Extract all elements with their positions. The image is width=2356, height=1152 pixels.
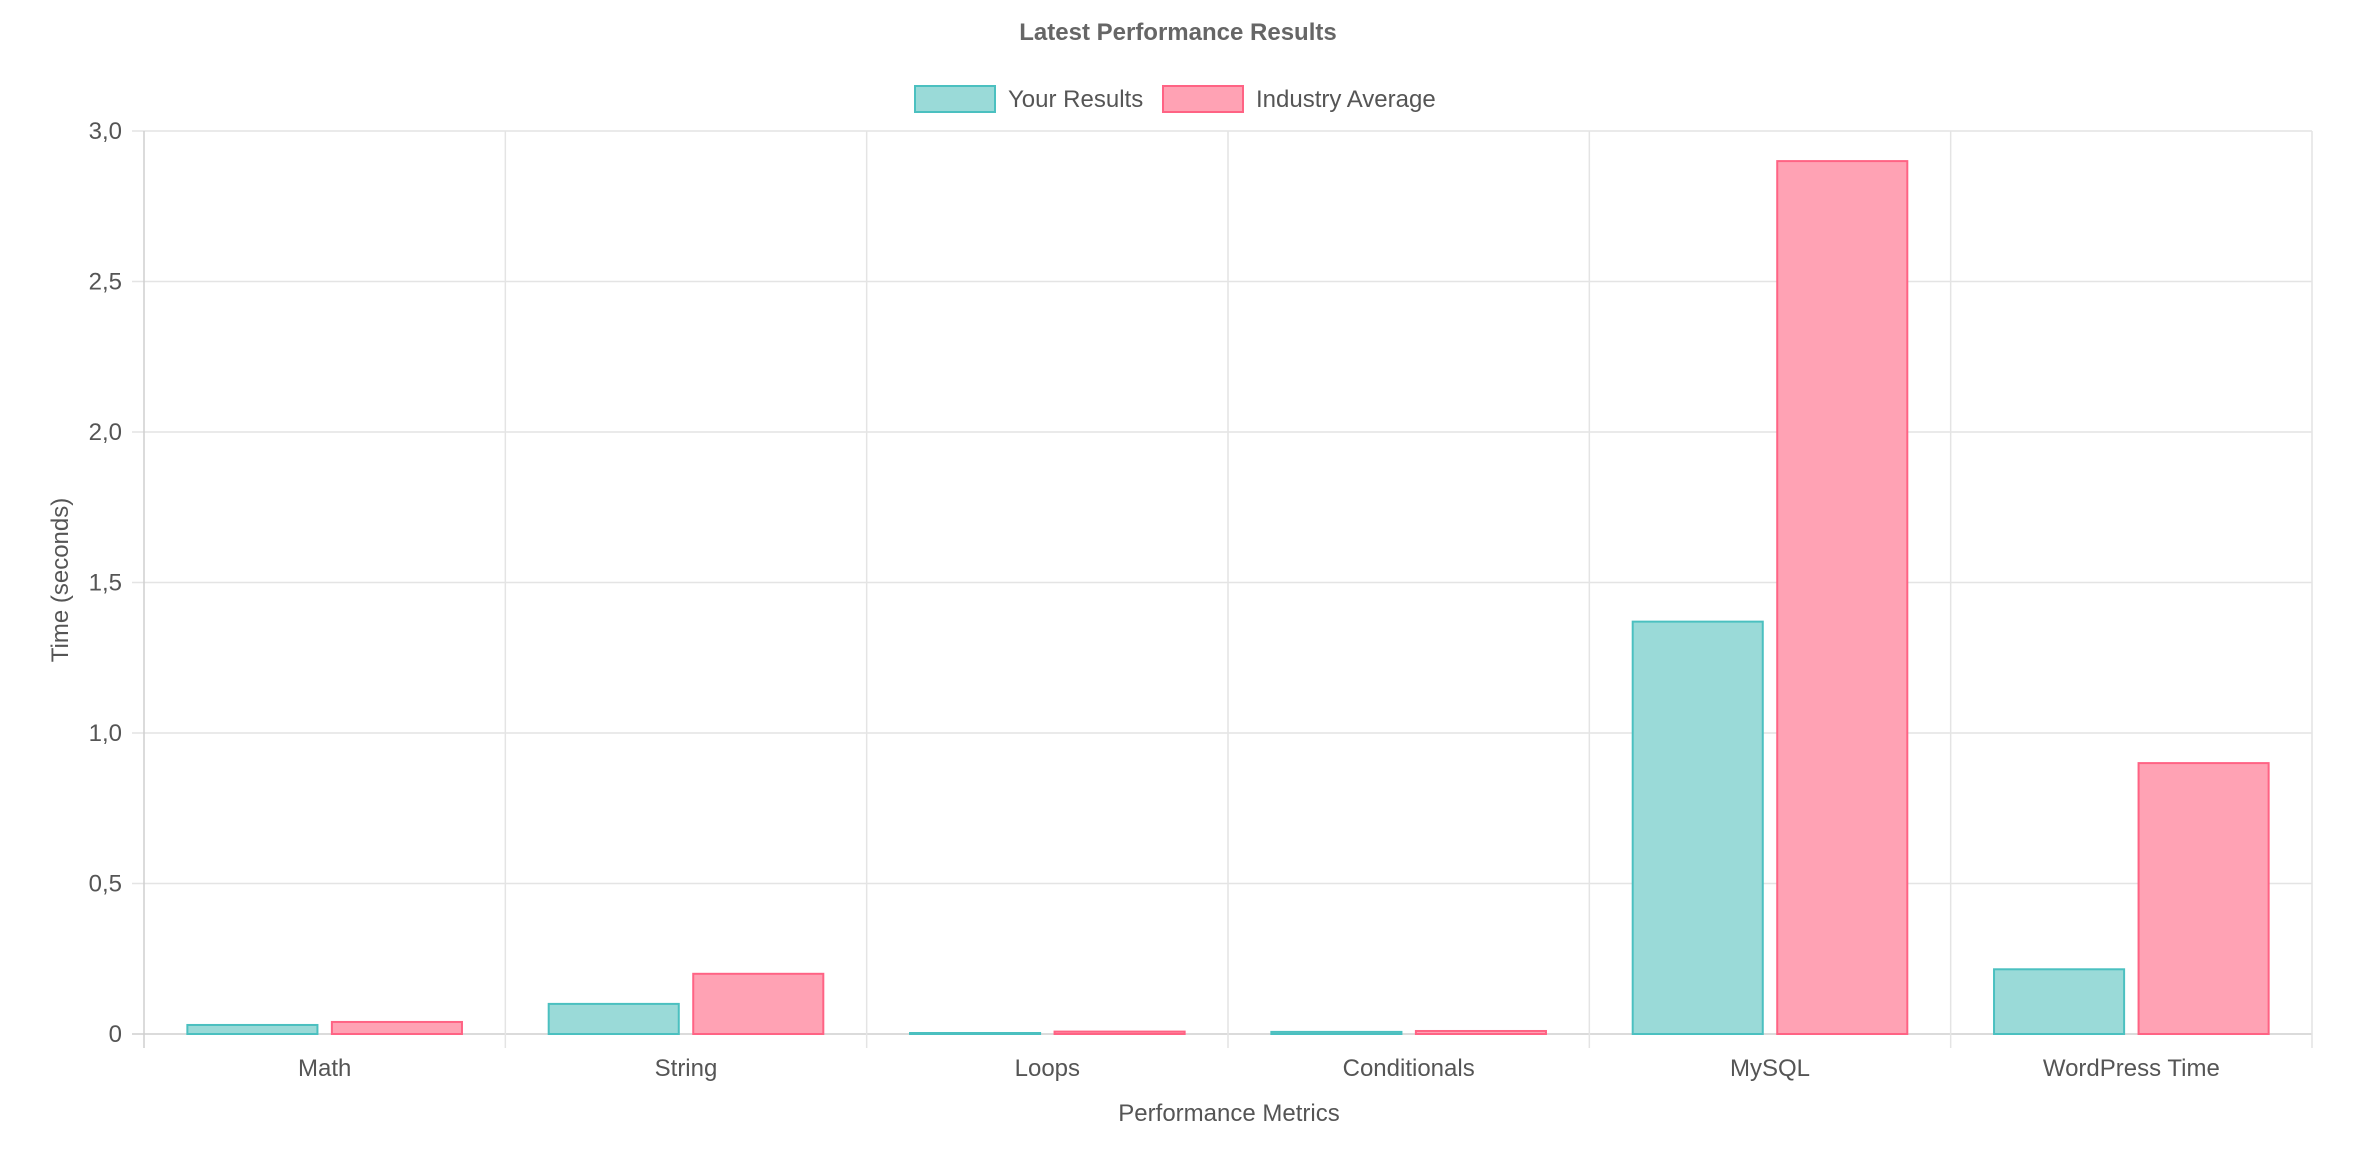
x-tick-label: WordPress Time bbox=[2043, 1055, 2220, 1082]
bar-your-results-conditionals[interactable] bbox=[1270, 1030, 1403, 1035]
y-tick-label: 2,5 bbox=[89, 269, 122, 296]
y-tick-label: 3,0 bbox=[89, 118, 122, 145]
bar-industry-average-loops[interactable] bbox=[1053, 1030, 1186, 1036]
bar-your-results-math[interactable] bbox=[186, 1023, 319, 1035]
bar-your-results-string[interactable] bbox=[547, 1002, 680, 1036]
legend-label-industry-average[interactable]: Industry Average bbox=[1256, 86, 1436, 113]
y-tick-label: 0 bbox=[109, 1021, 122, 1048]
x-tick-label: Math bbox=[298, 1055, 351, 1082]
x-tick-label: String bbox=[655, 1055, 718, 1082]
x-axis-ticks: Math String Loops Conditionals MySQL WordPres… bbox=[298, 1055, 2220, 1082]
y-tick-label: 1,0 bbox=[89, 720, 122, 747]
gridlines bbox=[132, 130, 2313, 1048]
bar-your-results-loops[interactable] bbox=[909, 1032, 1042, 1035]
bars bbox=[186, 160, 2270, 1036]
x-tick-label: Loops bbox=[1015, 1055, 1080, 1082]
y-tick-label: 0,5 bbox=[89, 871, 122, 898]
bar-industry-average-wordpress-time[interactable] bbox=[2137, 762, 2270, 1035]
legend-swatch-your-results[interactable] bbox=[914, 85, 996, 113]
y-tick-label: 2,0 bbox=[89, 419, 122, 446]
bar-industry-average-mysql[interactable] bbox=[1776, 160, 1909, 1036]
y-axis-title: Time (seconds) bbox=[47, 498, 74, 662]
bar-industry-average-string[interactable] bbox=[692, 972, 825, 1035]
x-tick-label: Conditionals bbox=[1343, 1055, 1475, 1082]
x-axis-title: Performance Metrics bbox=[1118, 1100, 1339, 1127]
bar-your-results-wordpress-time[interactable] bbox=[1993, 968, 2126, 1035]
y-tick-label: 1,5 bbox=[89, 570, 122, 597]
bar-industry-average-math[interactable] bbox=[330, 1020, 463, 1036]
y-axis-ticks: 0 0,5 1,0 1,5 2,0 2,5 3,0 bbox=[89, 118, 122, 1048]
bar-industry-average-conditionals[interactable] bbox=[1414, 1029, 1547, 1035]
legend-label-your-results[interactable]: Your Results bbox=[1008, 86, 1143, 113]
x-tick-label: MySQL bbox=[1730, 1055, 1810, 1082]
chart-title: Latest Performance Results bbox=[1019, 19, 1336, 46]
legend-swatch-industry-average[interactable] bbox=[1162, 85, 1244, 113]
bar-your-results-mysql[interactable] bbox=[1631, 620, 1764, 1035]
legend: Your Results Industry Average bbox=[914, 85, 1436, 113]
